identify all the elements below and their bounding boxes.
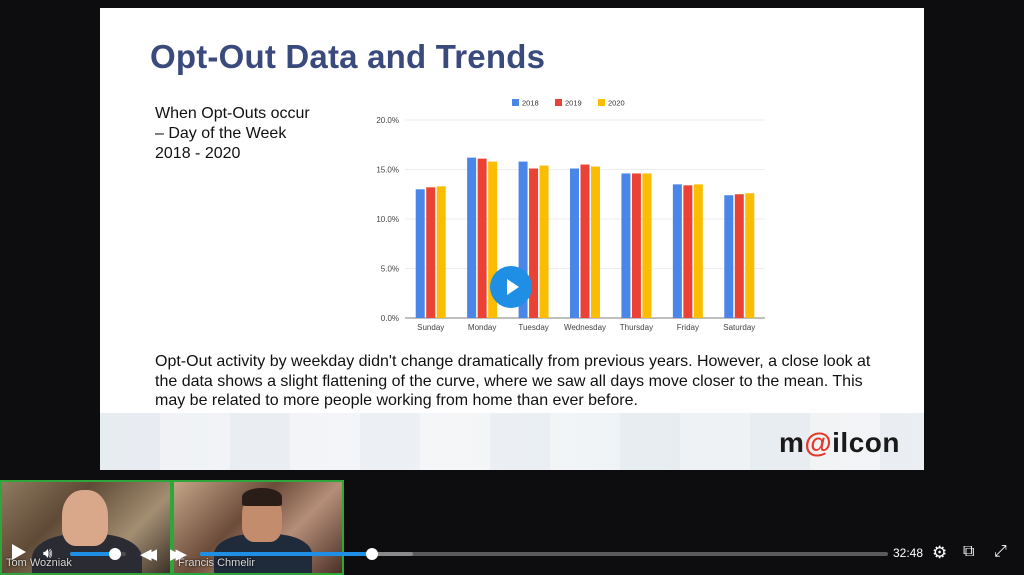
rewind-icon[interactable]: ◀◀	[140, 546, 157, 563]
forward-icon[interactable]: ▶▶	[170, 546, 187, 563]
participant-face	[62, 490, 108, 546]
time-display: 32:48	[893, 546, 924, 560]
y-tick-label: 0.0%	[381, 314, 399, 323]
x-tick-label: Friday	[677, 323, 699, 332]
chart-legend: 2018 2019 2020	[512, 99, 625, 108]
popout-icon[interactable]: ⧉	[963, 543, 975, 560]
x-tick-label: Thursday	[620, 323, 653, 332]
seek-bar[interactable]	[200, 548, 888, 560]
mailcon-logo: m@ilcon	[779, 427, 900, 459]
seek-handle[interactable]	[366, 548, 378, 560]
participant-hair	[242, 488, 282, 506]
bar-friday-2019	[683, 185, 693, 318]
play-circle-icon[interactable]	[490, 266, 532, 308]
participant-name: Francis Chmelir	[178, 557, 256, 569]
bar-wednesday-2019	[580, 164, 590, 318]
legend-label-2019: 2019	[565, 99, 582, 108]
bar-sunday-2019	[426, 187, 436, 318]
bar-thursday-2019	[631, 173, 641, 318]
chart-bars	[415, 157, 755, 318]
bar-chart: 2018 2019 2020 0.0% 5.0% 10.0% 15.0% 20.0% Sun…	[376, 99, 765, 332]
volume-slider[interactable]	[70, 548, 126, 560]
bar-sunday-2018	[415, 189, 425, 318]
bar-sunday-2020	[436, 186, 446, 318]
bar-wednesday-2020	[591, 166, 600, 318]
bar-saturday-2020	[745, 193, 755, 318]
chart-caption: When Opt-Outs occur – Day of the Week 20…	[155, 105, 310, 162]
participant-name: Tom Wozniak	[6, 557, 72, 569]
bar-tuesday-2019	[529, 168, 539, 318]
logo-part: m	[778, 427, 805, 458]
slide-title: Opt-Out Data and Trends	[150, 38, 546, 75]
volume-handle[interactable]	[108, 548, 121, 560]
legend-label-2020: 2020	[608, 99, 625, 108]
bar-friday-2020	[693, 184, 703, 318]
y-tick-label: 15.0%	[376, 166, 399, 175]
x-tick-label: Tuesday	[518, 323, 548, 332]
bar-tuesday-2020	[539, 165, 549, 318]
x-tick-label: Monday	[468, 323, 496, 332]
x-tick-label: Sunday	[417, 323, 444, 332]
bar-friday-2018	[672, 184, 682, 318]
play-icon[interactable]	[12, 544, 26, 560]
gear-icon[interactable]: ⚙	[932, 543, 948, 562]
x-tick-label: Saturday	[723, 323, 755, 332]
bar-thursday-2018	[621, 173, 631, 318]
x-tick-label: Wednesday	[564, 323, 606, 332]
y-tick-label: 5.0%	[381, 265, 399, 274]
legend-label-2018: 2018	[522, 99, 539, 108]
bar-monday-2019	[477, 158, 487, 318]
legend-swatch-2020	[598, 99, 605, 106]
legend-swatch-2018	[512, 99, 519, 106]
y-axis-ticks: 0.0% 5.0% 10.0% 15.0% 20.0%	[376, 116, 399, 323]
bar-thursday-2020	[642, 173, 652, 318]
seek-progress	[200, 552, 372, 556]
y-tick-label: 20.0%	[376, 116, 399, 125]
bar-saturday-2019	[734, 194, 744, 318]
presentation-slide: Opt-Out Data and Trends When Opt-Outs oc…	[100, 8, 924, 470]
bar-wednesday-2018	[570, 168, 579, 318]
bar-saturday-2018	[724, 195, 734, 318]
player-controls: 🔊︎ ◀◀ ▶▶ 32:48 ⚙ ⧉ ⤢	[0, 540, 1024, 570]
fullscreen-icon[interactable]: ⤢	[994, 543, 1007, 560]
bar-tuesday-2018	[518, 161, 528, 318]
slide-body-text: Opt-Out activity by weekday didn't chang…	[155, 353, 871, 409]
bar-monday-2018	[467, 157, 477, 318]
slide-footer: m@ilcon	[100, 413, 924, 470]
legend-swatch-2019	[555, 99, 562, 106]
volume-icon[interactable]: 🔊︎	[43, 545, 53, 562]
bar-monday-2020	[488, 161, 498, 318]
logo-at-sign: @	[804, 427, 833, 458]
logo-part: ilcon	[832, 427, 900, 458]
volume-level	[70, 552, 115, 556]
x-axis-ticks: Sunday Monday Tuesday Wednesday Thursday Frid…	[417, 323, 755, 332]
y-tick-label: 10.0%	[376, 215, 399, 224]
